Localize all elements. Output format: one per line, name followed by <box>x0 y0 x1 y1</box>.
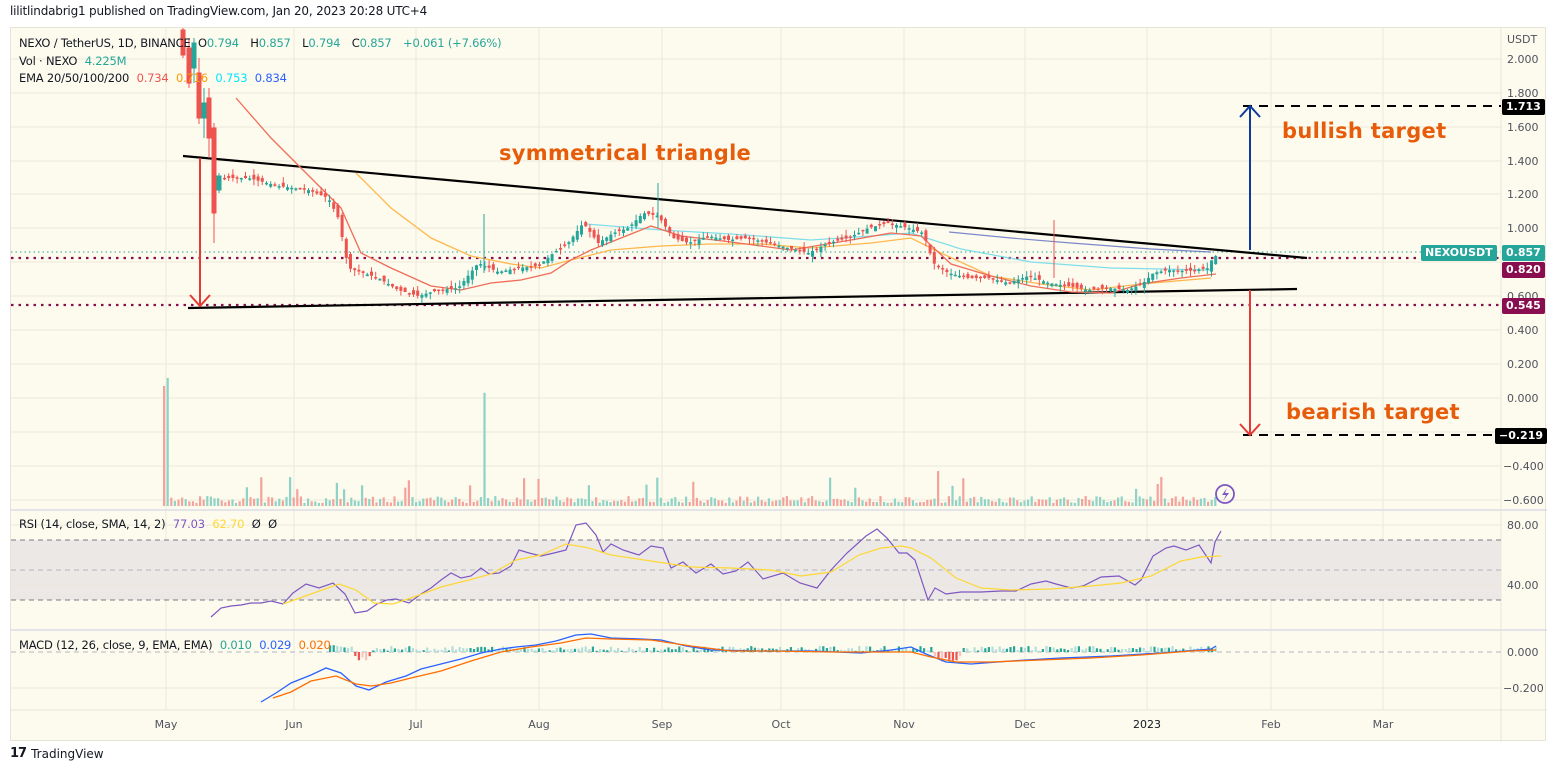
high-value: 0.857 <box>258 36 291 50</box>
rsi-value: 77.03 <box>172 517 205 531</box>
svg-text:Feb: Feb <box>1261 718 1280 731</box>
macd-legend: MACD (12, 26, close, 9, EMA, EMA) 0.010 … <box>19 638 331 652</box>
candle-series <box>223 169 1218 304</box>
svg-text:Mar: Mar <box>1373 718 1394 731</box>
svg-text:1.200: 1.200 <box>1507 188 1539 201</box>
vertical-gridlines <box>165 28 1384 710</box>
main-legend: NEXO / TetherUS, 1D, BINANCE O0.794 H0.8… <box>19 36 502 50</box>
ema-legend: EMA 20/50/100/200 0.734 0.716 0.753 0.83… <box>19 71 287 85</box>
bullish-target-annotation[interactable]: bullish target <box>1282 119 1447 143</box>
svg-text:−0.400: −0.400 <box>1503 460 1544 473</box>
bearish-target-annotation[interactable]: bearish target <box>1286 400 1460 424</box>
low-value: 0.794 <box>308 36 341 50</box>
ema200-line <box>948 231 1212 253</box>
svg-text:Dec: Dec <box>1014 718 1035 731</box>
symbol-price-tag: NEXOUSDT <box>1421 245 1497 261</box>
svg-text:Aug: Aug <box>528 718 549 731</box>
svg-text:1.400: 1.400 <box>1507 155 1539 168</box>
ema20-value: 0.734 <box>136 71 169 85</box>
bullish-arrow <box>1239 104 1261 250</box>
svg-text:2023: 2023 <box>1133 718 1161 731</box>
chart-canvas[interactable]: USDT 2.000 1.800 1.600 1.400 1.200 1.000… <box>11 28 1547 742</box>
tradingview-logo-icon[interactable]: 17 <box>10 746 27 761</box>
volume-bars <box>163 378 1217 506</box>
svg-text:−0.600: −0.600 <box>1503 494 1544 507</box>
price-candles <box>180 28 222 243</box>
change-value: +0.061 (+7.66%) <box>403 36 502 50</box>
bear-target-price-tag: −0.219 <box>1495 428 1548 444</box>
macd-histogram <box>329 645 1217 662</box>
last-price-tag: 0.857 <box>1502 245 1545 261</box>
bull-target-price-tag: 1.713 <box>1502 99 1545 115</box>
ema100-value: 0.753 <box>215 71 248 85</box>
support-price-tag: 0.545 <box>1502 298 1545 314</box>
svg-text:1.800: 1.800 <box>1507 87 1539 100</box>
chart-container[interactable]: USDT 2.000 1.800 1.600 1.400 1.200 1.000… <box>10 27 1548 742</box>
svg-text:0.000: 0.000 <box>1507 646 1539 659</box>
triangle-upper-trendline <box>182 154 1308 260</box>
ema100-line <box>585 223 1212 271</box>
ema50-line <box>355 172 1212 291</box>
bearish-arrow <box>1239 290 1261 437</box>
rsi-line <box>210 522 1222 618</box>
close-value: 0.857 <box>359 36 392 50</box>
svg-text:1.000: 1.000 <box>1507 222 1539 235</box>
macd-line <box>260 633 1217 703</box>
ema20-line <box>235 97 1217 294</box>
svg-text:Jul: Jul <box>408 718 422 731</box>
symbol-title: NEXO / TetherUS, 1D, BINANCE <box>19 36 191 50</box>
svg-text:1.600: 1.600 <box>1507 121 1539 134</box>
svg-text:0.200: 0.200 <box>1507 358 1539 371</box>
ema50-value: 0.716 <box>175 71 208 85</box>
macd-signal-line <box>272 637 1217 699</box>
svg-text:Sep: Sep <box>652 718 673 731</box>
svg-text:Jun: Jun <box>284 718 302 731</box>
svg-text:Nov: Nov <box>893 718 915 731</box>
volume-legend: Vol · NEXO 4.225M <box>19 54 127 68</box>
rsi-sma-line <box>282 543 1222 605</box>
rsi-band <box>11 540 1501 600</box>
svg-text:May: May <box>155 718 178 731</box>
price-axis-currency: USDT <box>1507 33 1538 46</box>
svg-text:40.00: 40.00 <box>1507 579 1539 592</box>
horizontal-gridlines <box>11 58 1501 501</box>
svg-text:80.00: 80.00 <box>1507 519 1539 532</box>
pattern-annotation[interactable]: symmetrical triangle <box>499 141 752 165</box>
brand-name[interactable]: TradingView <box>31 746 104 761</box>
rsi-sma-value: 62.70 <box>212 517 245 531</box>
svg-text:−0.200: −0.200 <box>1503 682 1544 695</box>
macd-hist-value: 0.010 <box>219 638 252 652</box>
resistance-price-tag: 0.820 <box>1502 262 1545 278</box>
open-value: 0.794 <box>206 36 239 50</box>
ema200-value: 0.834 <box>254 71 287 85</box>
rsi-legend: RSI (14, close, SMA, 14, 2) 77.03 62.70 … <box>19 517 277 531</box>
price-axis: USDT 2.000 1.800 1.600 1.400 1.200 1.000… <box>1503 33 1544 695</box>
svg-text:Oct: Oct <box>771 718 791 731</box>
svg-text:0.400: 0.400 <box>1507 324 1539 337</box>
prior-pole-arrow <box>189 158 211 308</box>
publisher-line: lilitlindabrig1 published on TradingView… <box>10 4 428 18</box>
macd-signal-value: 0.020 <box>298 638 331 652</box>
volume-value: 4.225M <box>84 54 127 68</box>
macd-value: 0.029 <box>259 638 292 652</box>
alert-flash-icon <box>1215 484 1235 504</box>
footer: 17 TradingView <box>10 746 104 761</box>
time-axis: May Jun Jul Aug Sep Oct Nov Dec 2023 Feb… <box>155 718 1394 731</box>
svg-text:2.000: 2.000 <box>1507 53 1539 66</box>
svg-text:0.000: 0.000 <box>1507 392 1539 405</box>
